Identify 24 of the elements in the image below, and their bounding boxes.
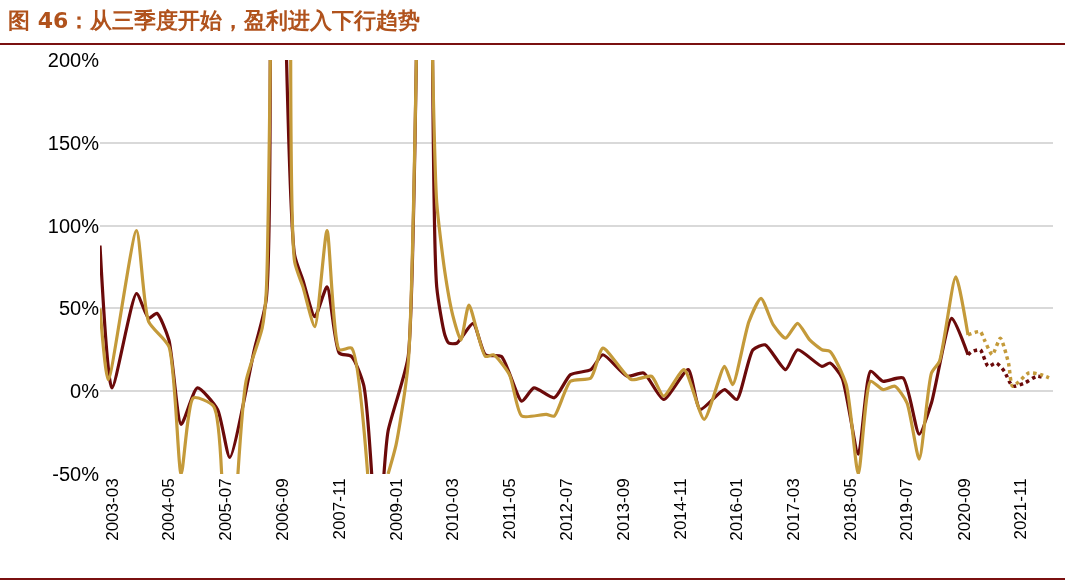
y-tick-label: -50% [52, 463, 100, 485]
x-tick-label: 2014-11 [670, 478, 690, 540]
x-tick-label: 2004-05 [159, 478, 179, 541]
x-tick-label: 2007-11 [329, 478, 349, 540]
x-tick-label: 2021-11 [1011, 478, 1031, 540]
x-tick-label: 2011-05 [500, 478, 520, 540]
x-tick-label: 2010-03 [443, 478, 463, 541]
chart-title: 图 46：从三季度开始，盈利进入下行趋势 [8, 7, 421, 35]
y-tick-label: 50% [58, 297, 100, 320]
x-tick-label: 2017-03 [783, 478, 803, 541]
y-tick-label: 150% [47, 131, 100, 154]
x-tick-label: 2013-09 [613, 478, 633, 541]
y-tick-label: 200% [47, 49, 100, 71]
y-tick-label: 0% [70, 380, 100, 403]
x-tick-label: 2012-07 [556, 478, 576, 541]
x-tick-label: 2006-09 [273, 478, 293, 541]
y-tick-label: 100% [47, 214, 100, 237]
x-tick-label: 2019-07 [897, 478, 917, 541]
x-tick-label: 2005-07 [216, 478, 236, 541]
x-tick-label: 2009-01 [386, 478, 406, 541]
x-tick-label: 2018-05 [840, 478, 860, 541]
x-tick-label: 2020-09 [954, 478, 974, 541]
x-tick-label: 2003-03 [102, 478, 122, 541]
x-tick-label: 2016-01 [727, 478, 747, 541]
